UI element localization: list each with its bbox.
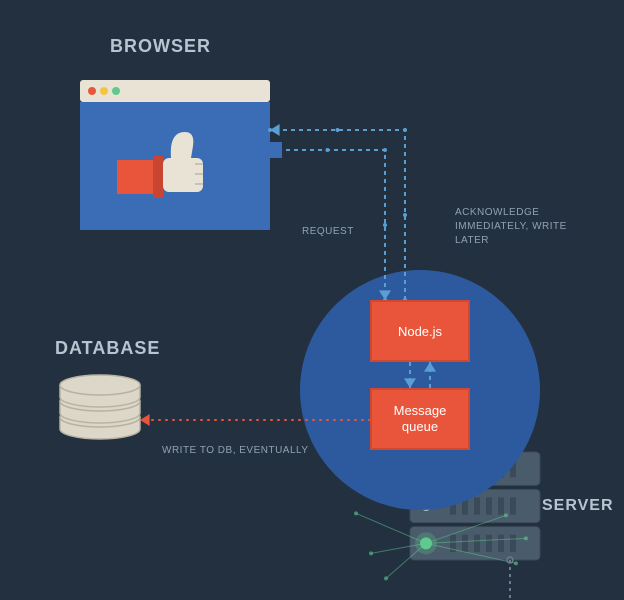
mq-line2: queue <box>402 419 438 435</box>
sleeve-icon <box>117 160 157 194</box>
ack-caption: ACKNOWLEDGE IMMEDIATELY, WRITE LATER <box>455 206 575 248</box>
traffic-light-red-icon <box>88 87 96 95</box>
writedb-caption: WRITE TO DB, EVENTUALLY <box>162 444 309 458</box>
nodejs-box: Node.js <box>370 300 470 362</box>
browser-label: BROWSER <box>110 36 211 57</box>
browser-titlebar <box>80 80 270 102</box>
database-label: DATABASE <box>55 338 160 359</box>
message-queue-box: Message queue <box>370 388 470 450</box>
request-caption: REQUEST <box>302 225 354 239</box>
traffic-light-green-icon <box>112 87 120 95</box>
server-label: SERVER <box>542 497 614 515</box>
traffic-light-yellow-icon <box>100 87 108 95</box>
mq-line1: Message <box>394 403 447 419</box>
